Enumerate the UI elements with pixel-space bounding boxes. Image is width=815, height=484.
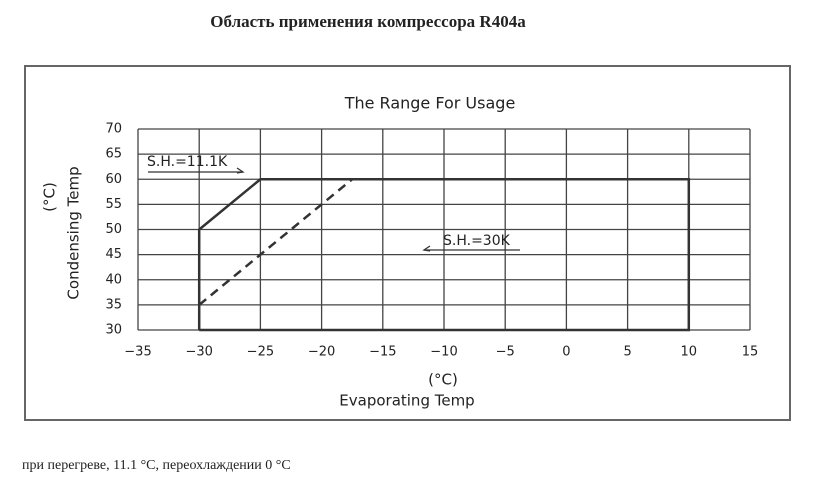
chart-frame <box>24 65 791 421</box>
label-arrowhead <box>236 167 245 174</box>
page-title: Область применения компрессора R404a <box>210 12 526 31</box>
y-tick-label: 45 <box>105 247 122 262</box>
series-label: S.H.=30K <box>443 233 511 249</box>
x-tick-label: −15 <box>369 345 396 360</box>
x-tick-label: −25 <box>247 345 274 360</box>
x-tick-label: −35 <box>124 345 151 360</box>
x-axis-label: Evaporating Temp <box>339 392 474 410</box>
y-tick-label: 35 <box>105 297 122 312</box>
series-line <box>198 178 353 306</box>
x-tick-label: −5 <box>496 345 515 360</box>
y-tick-label: 30 <box>105 323 122 338</box>
chart-title: The Range For Usage <box>344 94 516 113</box>
x-tick-label: 0 <box>562 345 570 360</box>
x-tick-label: 5 <box>623 345 631 360</box>
label-arrowhead <box>422 245 431 252</box>
y-tick-label: 40 <box>105 272 122 287</box>
caption: при перегреве, 11.1 °C, переохлаждении 0… <box>22 458 291 473</box>
x-tick-label: 10 <box>681 345 698 360</box>
y-tick-label: 65 <box>105 147 122 162</box>
x-tick-label: −30 <box>185 345 212 360</box>
x-tick-label: −20 <box>308 345 335 360</box>
x-tick-label: 15 <box>742 345 759 360</box>
series-label: S.H.=11.1K <box>147 154 228 170</box>
y-tick-label: 55 <box>105 197 122 212</box>
y-tick-label: 60 <box>105 172 122 187</box>
y-tick-label: 70 <box>105 122 122 137</box>
x-tick-label: −10 <box>430 345 457 360</box>
series-line <box>197 178 691 332</box>
y-axis-unit: (°C) <box>41 182 59 212</box>
y-axis-label: Condensing Temp <box>65 166 83 299</box>
y-tick-label: 50 <box>105 222 122 237</box>
x-axis-unit: (°C) <box>428 371 458 389</box>
